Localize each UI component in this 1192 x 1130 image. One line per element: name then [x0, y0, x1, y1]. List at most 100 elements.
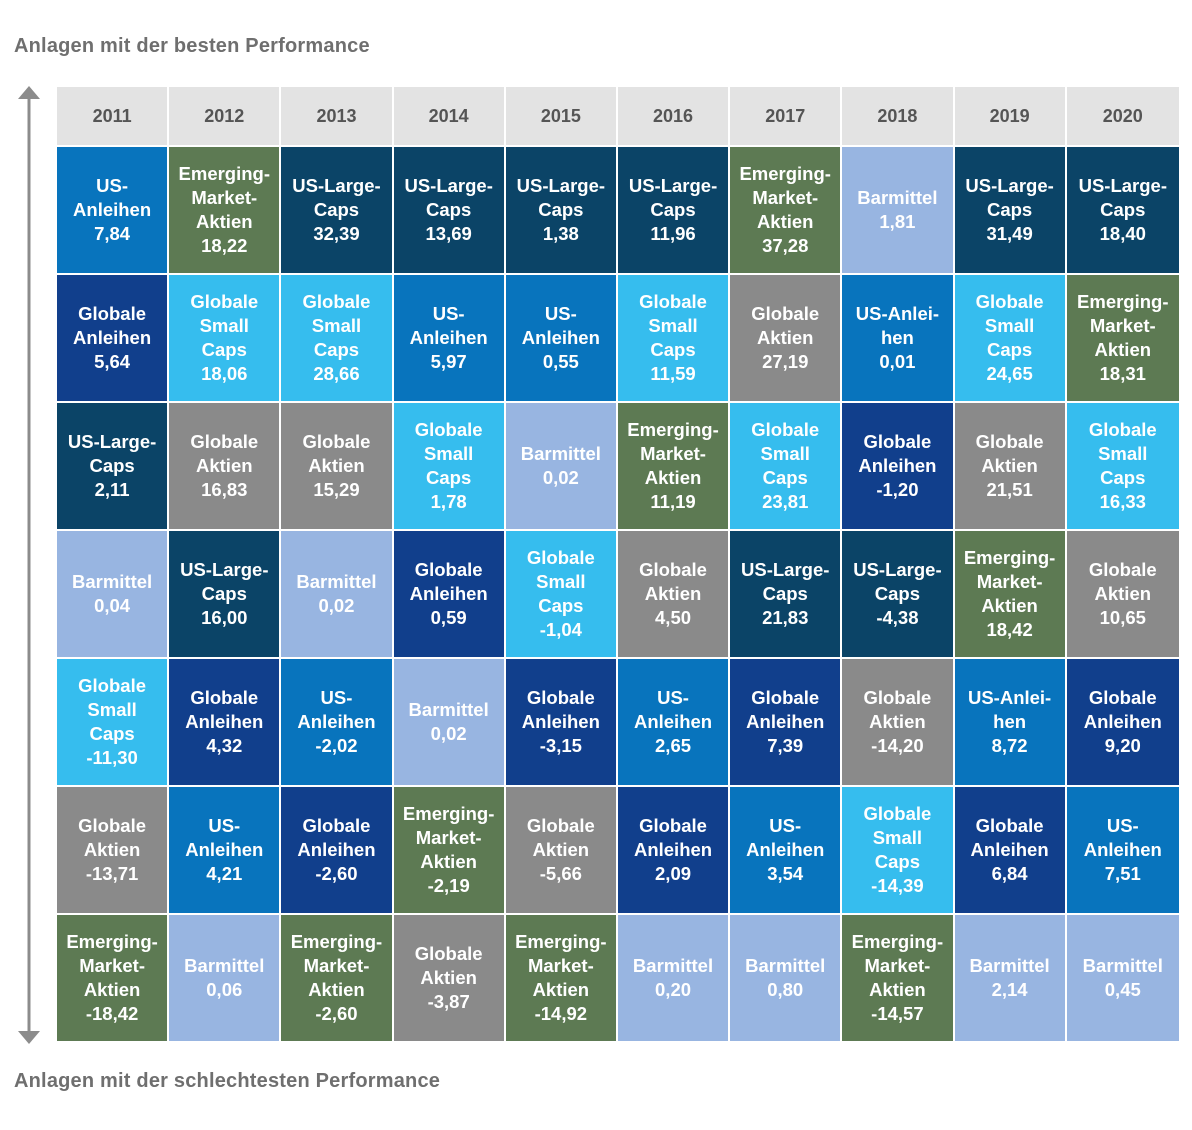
asset-name-line: Globale	[302, 815, 371, 836]
asset-cell: Globale Small Caps 11,59	[617, 273, 731, 401]
asset-name-line: Aktien	[644, 467, 702, 488]
asset-cell: Emerging- Market- Aktien 11,19	[617, 401, 731, 529]
asset-name-line: US-Large-	[741, 559, 830, 580]
asset-name-line: Globale	[751, 419, 820, 440]
asset-cell: Globale Small Caps 23,81	[730, 401, 843, 529]
asset-name-line: Small	[648, 315, 698, 336]
asset-cell: Globale Small Caps -14,39	[842, 785, 955, 913]
asset-name-line: US-Large-	[1078, 175, 1167, 196]
asset-name-line: Small	[311, 315, 362, 336]
asset-name-line: Globale	[1088, 419, 1157, 440]
asset-name-line: Globale	[190, 687, 259, 708]
asset-name-line: Globale	[78, 675, 147, 696]
asset-name-line: Globale	[414, 943, 483, 964]
asset-cell: Globale Small Caps 28,66	[281, 273, 394, 401]
return-value: -1,04	[539, 619, 582, 640]
asset-name-line: Caps	[874, 583, 921, 604]
return-value: 0,80	[767, 979, 804, 1000]
return-value: 4,50	[655, 607, 692, 628]
asset-name-line: Emerging-	[290, 931, 383, 952]
asset-name-line: US-Large-	[67, 431, 157, 452]
asset-cell: US- Anleihen -2,02	[281, 657, 394, 785]
year-header: 2013	[281, 87, 394, 145]
asset-cell: Globale Aktien 10,65	[1066, 529, 1179, 657]
asset-cell: US-Large- Caps 32,39	[281, 145, 394, 273]
asset-name-line: Anleihen	[297, 839, 376, 860]
asset-name-line: Globale	[639, 291, 707, 312]
return-value: 15,29	[313, 479, 360, 500]
asset-cell: Globale Anleihen 4,32	[169, 657, 282, 785]
asset-name-line: Small	[87, 699, 137, 720]
asset-cell: Globale Anleihen 0,59	[393, 529, 506, 657]
return-value: 21,83	[762, 607, 809, 628]
best-performance-label: Anlagen mit der besten Performance	[14, 35, 370, 57]
asset-name-line: Emerging-	[402, 803, 495, 824]
asset-name-line: Anleihen	[633, 711, 713, 732]
asset-cell: Emerging- Market- Aktien -14,57	[842, 913, 955, 1041]
return-value: -18,42	[85, 1003, 139, 1024]
year-header: 2011	[57, 87, 170, 145]
performance-table: 2011 2012 2013 2014 2015 2016 2017 2018 2019 2020…	[57, 87, 1179, 1042]
year-header: 2019	[954, 87, 1067, 145]
asset-name-line: hen	[993, 711, 1027, 732]
asset-name-line: Barmittel	[745, 955, 826, 976]
year-header: 2014	[393, 87, 506, 145]
asset-name-line: Emerging-	[178, 163, 271, 184]
asset-cell: Globale Aktien 21,51	[954, 401, 1067, 529]
asset-cell: Barmittel 0,02	[505, 401, 618, 529]
return-value: 4,32	[206, 735, 243, 756]
asset-name-line: US-	[96, 175, 129, 196]
asset-name-line: Globale	[190, 431, 259, 452]
asset-name-line: Aktien	[981, 595, 1038, 616]
asset-name-line: Caps	[89, 723, 135, 744]
asset-name-line: Caps	[762, 583, 808, 604]
asset-cell: Emerging- Market- Aktien -14,92	[505, 913, 618, 1041]
asset-name-line: Market-	[415, 827, 482, 848]
asset-name-line: Anleihen	[1083, 711, 1162, 732]
asset-cell: Globale Aktien 4,50	[617, 529, 731, 657]
asset-name-line: Small	[199, 315, 249, 336]
asset-name-line: Aktien	[420, 967, 477, 988]
asset-name-line: Anleihen	[409, 327, 488, 348]
asset-name-line: Small	[423, 443, 474, 464]
asset-cell: Globale Anleihen 9,20	[1066, 657, 1179, 785]
asset-cell: Globale Anleihen 6,84	[954, 785, 1067, 913]
asset-cell: Globale Anleihen -2,60	[281, 785, 394, 913]
asset-cell: Globale Small Caps 16,33	[1066, 401, 1179, 529]
worst-performance-label: Anlagen mit der schlechtesten Performanc…	[14, 1070, 441, 1092]
asset-name-line: Aktien	[869, 979, 926, 1000]
asset-name-line: Globale	[526, 687, 595, 708]
asset-cell: US-Large- Caps 21,83	[730, 529, 843, 657]
return-value: 0,01	[879, 351, 916, 372]
asset-name-line: Globale	[975, 815, 1044, 836]
return-value: 5,64	[94, 351, 131, 372]
asset-cell: US- Anleihen 3,54	[730, 785, 843, 913]
return-value: 3,54	[767, 863, 804, 884]
return-value: 32,39	[313, 223, 360, 244]
asset-name-line: Caps	[89, 455, 135, 476]
return-value: 7,39	[767, 735, 804, 756]
return-value: 24,65	[986, 363, 1033, 384]
return-value: 16,83	[201, 479, 248, 500]
return-value: 18,22	[201, 235, 248, 256]
asset-name-line: Anleihen	[521, 711, 600, 732]
return-value: 8,72	[991, 735, 1028, 756]
asset-name-line: Caps	[426, 467, 472, 488]
return-value: -14,92	[534, 1003, 588, 1024]
return-value: 0,45	[1104, 979, 1141, 1000]
return-value: 13,69	[425, 223, 472, 244]
return-value: -11,30	[86, 747, 138, 768]
asset-cell: Emerging- Market- Aktien 18,31	[1066, 273, 1179, 401]
asset-name-line: Globale	[863, 803, 932, 824]
asset-cell: Emerging- Market- Aktien -2,19	[393, 785, 506, 913]
asset-cell: Barmittel 0,45	[1066, 913, 1179, 1041]
asset-name-line: Globale	[975, 291, 1044, 312]
return-value: -2,60	[315, 1003, 358, 1024]
asset-name-line: Emerging-	[1077, 291, 1169, 312]
asset-name-line: Anleihen	[73, 199, 152, 220]
asset-cell: Barmittel 2,14	[954, 913, 1067, 1041]
asset-name-line: Anleihen	[1083, 839, 1162, 860]
asset-name-line: US-Anlei-	[855, 303, 940, 324]
asset-cell: Barmittel 0,02	[393, 657, 506, 785]
asset-name-line: Market-	[527, 955, 594, 976]
